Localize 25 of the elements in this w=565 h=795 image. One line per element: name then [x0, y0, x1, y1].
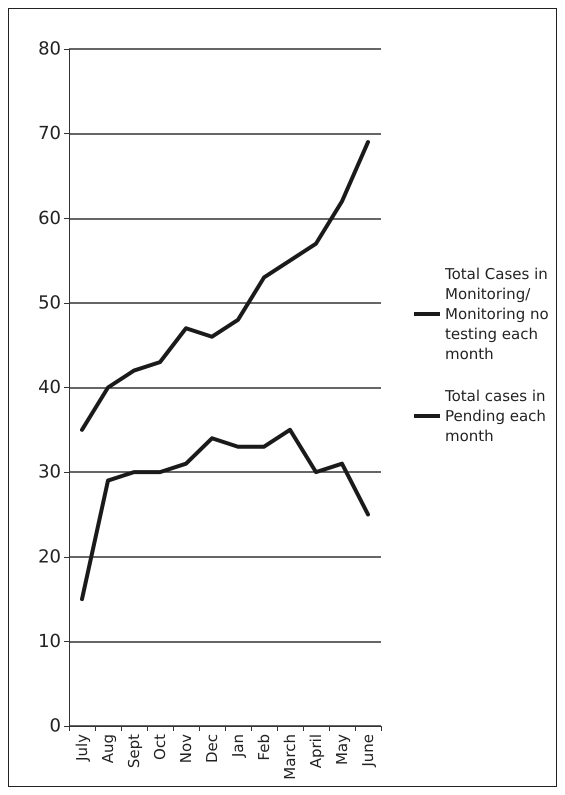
x-tick-label: Nov — [177, 734, 195, 764]
y-tick-label: 80 — [38, 38, 61, 60]
legend-label: Total cases in Pending each month — [444, 387, 551, 445]
x-tick-label: Jan — [229, 734, 247, 758]
y-tick-label: 70 — [38, 123, 61, 144]
x-tick-label: Aug — [99, 734, 117, 764]
x-tick-label: June — [359, 734, 377, 768]
line-series — [80, 428, 370, 602]
x-tick-label: July — [73, 734, 91, 762]
y-tick-label: 20 — [38, 546, 61, 568]
y-tick-label: 10 — [38, 630, 61, 652]
y-tick-label: 0 — [50, 716, 61, 736]
y-tick-label: 30 — [38, 462, 61, 483]
x-tick-label: May — [333, 734, 351, 766]
x-tick-label: Oct — [151, 734, 169, 760]
line-series — [80, 140, 370, 432]
x-tick-label: Feb — [255, 734, 273, 761]
y-tick-label: 40 — [38, 377, 61, 398]
legend-label: Total Cases in Monitoring/ Monitoring no testing each month — [444, 265, 554, 363]
x-tick-label: April — [307, 734, 325, 768]
x-tick-label: Sept — [125, 734, 143, 768]
y-tick-label: 60 — [38, 208, 61, 229]
x-tick-label: March — [281, 734, 299, 780]
x-tick-label: Dec — [203, 734, 221, 764]
y-tick-label: 50 — [38, 292, 61, 314]
